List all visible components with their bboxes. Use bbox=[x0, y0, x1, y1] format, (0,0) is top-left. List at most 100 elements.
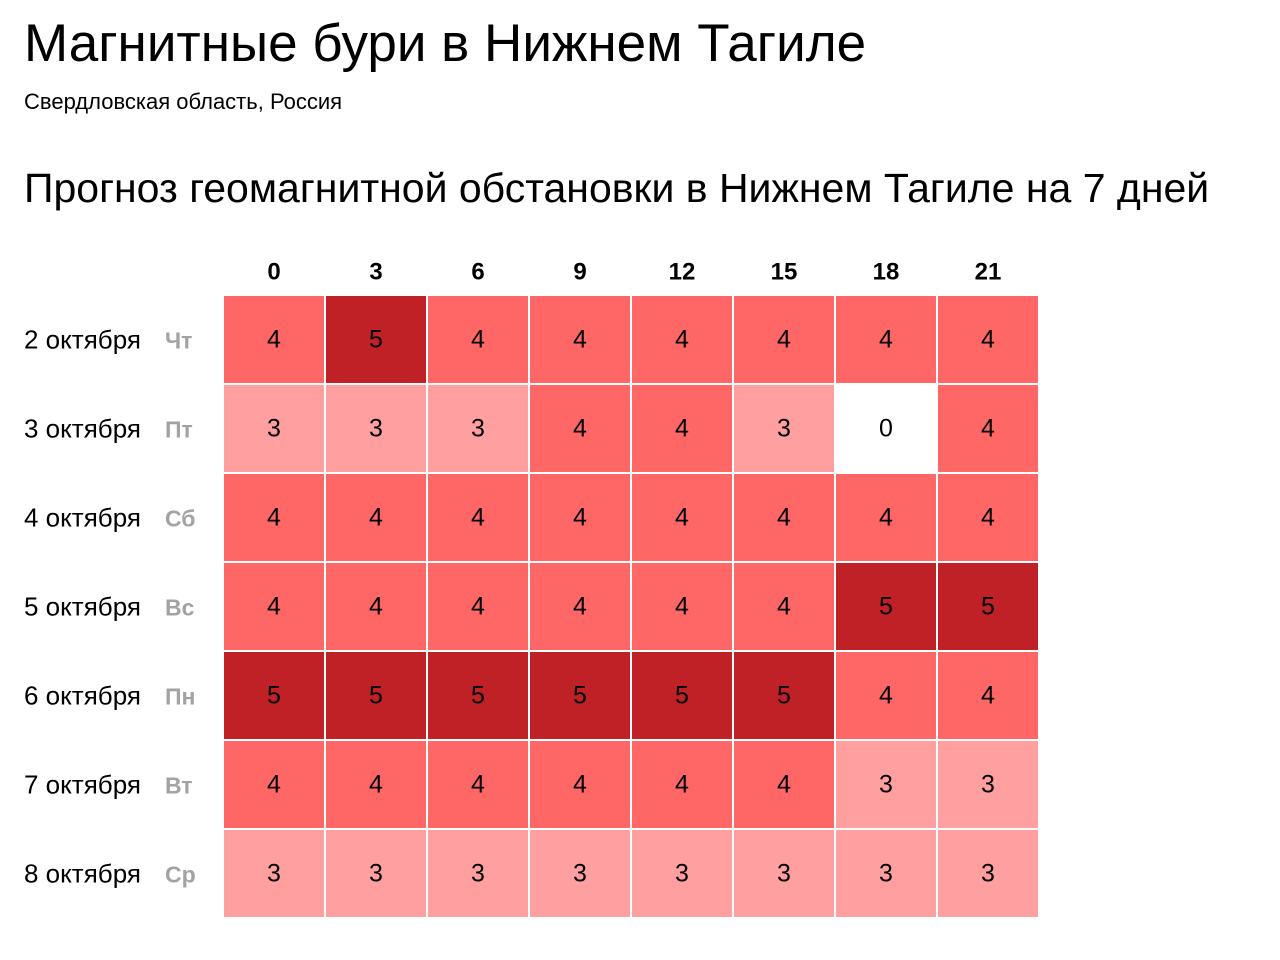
hour-header: 3 bbox=[369, 259, 382, 286]
cell-value-label: 4 bbox=[267, 771, 281, 799]
row-weekday-label: Сб bbox=[165, 506, 196, 532]
row-weekday-label: Чт bbox=[165, 328, 192, 354]
heatmap-cell bbox=[528, 828, 632, 919]
hour-header: 6 bbox=[471, 259, 484, 286]
row-date-label: 7 октября bbox=[24, 770, 141, 800]
cell-value-label: 4 bbox=[471, 771, 485, 799]
cell-value-label: 4 bbox=[471, 593, 485, 621]
cell-value-label: 4 bbox=[369, 504, 383, 532]
heatmap-cell bbox=[528, 561, 632, 652]
cell-value-label: 3 bbox=[981, 860, 995, 888]
cell-value-label: 3 bbox=[471, 860, 485, 888]
cell-value-label: 4 bbox=[675, 326, 689, 354]
heatmap-cell bbox=[426, 383, 530, 474]
page-subtitle: Свердловская область, Россия bbox=[24, 89, 343, 114]
row-date-label: 4 октября bbox=[24, 503, 141, 533]
hour-header: 12 bbox=[669, 259, 696, 286]
page-title: Магнитные бури в Нижнем Тагиле bbox=[24, 14, 867, 73]
cell-value-label: 5 bbox=[369, 326, 383, 354]
heatmap-cell bbox=[732, 561, 836, 652]
cell-value-label: 3 bbox=[573, 860, 587, 888]
row-weekday-label: Пн bbox=[165, 684, 195, 710]
heatmap-cell bbox=[936, 561, 1040, 652]
cell-value-label: 4 bbox=[675, 593, 689, 621]
heatmap-cell bbox=[222, 472, 326, 563]
cell-value-label: 4 bbox=[981, 326, 995, 354]
cell-value-label: 4 bbox=[573, 771, 587, 799]
row-weekday-label: Пт bbox=[165, 417, 193, 443]
heatmap-cell bbox=[732, 472, 836, 563]
hour-header: 15 bbox=[771, 259, 798, 286]
cell-value-label: 5 bbox=[471, 682, 485, 710]
cell-value-label: 4 bbox=[267, 326, 281, 354]
cell-value-label: 4 bbox=[573, 415, 587, 443]
heatmap-cell bbox=[630, 383, 734, 474]
cell-value-label: 4 bbox=[471, 326, 485, 354]
heatmap-cell bbox=[630, 828, 734, 919]
cell-value-label: 3 bbox=[471, 415, 485, 443]
cell-value-label: 4 bbox=[675, 504, 689, 532]
cell-value-label: 5 bbox=[981, 593, 995, 621]
heatmap-cell bbox=[630, 739, 734, 830]
heatmap-cell bbox=[936, 472, 1040, 563]
cell-value-label: 3 bbox=[777, 860, 791, 888]
row-weekday-label: Вс bbox=[165, 595, 195, 621]
cell-value-label: 5 bbox=[267, 682, 281, 710]
cell-value-label: 4 bbox=[777, 593, 791, 621]
cell-value-label: 3 bbox=[267, 415, 281, 443]
row-date-label: 3 октября bbox=[24, 414, 141, 444]
cell-value-label: 4 bbox=[981, 682, 995, 710]
heatmap-cell bbox=[324, 472, 428, 563]
row-weekday-label: Вт bbox=[165, 773, 193, 799]
cell-value-label: 4 bbox=[267, 593, 281, 621]
cell-value-label: 3 bbox=[369, 415, 383, 443]
cell-value-label: 4 bbox=[879, 504, 893, 532]
cell-value-label: 4 bbox=[777, 771, 791, 799]
cell-value-label: 5 bbox=[573, 682, 587, 710]
cell-value-label: 4 bbox=[267, 504, 281, 532]
heatmap-cell bbox=[630, 472, 734, 563]
cell-value-label: 3 bbox=[369, 860, 383, 888]
heatmap-cell bbox=[732, 294, 836, 385]
heatmap-cell bbox=[222, 383, 326, 474]
cell-value-label: 3 bbox=[879, 860, 893, 888]
heatmap-cell bbox=[732, 739, 836, 830]
cell-value-label: 4 bbox=[981, 504, 995, 532]
hour-header: 0 bbox=[267, 259, 280, 286]
cell-value-label: 4 bbox=[573, 326, 587, 354]
heatmap-cell bbox=[834, 383, 938, 474]
heatmap-cell bbox=[528, 650, 632, 741]
cell-value-label: 4 bbox=[981, 415, 995, 443]
heatmap-cell bbox=[222, 561, 326, 652]
cell-value-label: 4 bbox=[369, 771, 383, 799]
cell-value-label: 4 bbox=[675, 771, 689, 799]
cell-value-label: 3 bbox=[981, 771, 995, 799]
row-date-label: 6 октября bbox=[24, 681, 141, 711]
cell-value-label: 4 bbox=[369, 593, 383, 621]
heatmap-cell bbox=[426, 472, 530, 563]
cell-value-label: 5 bbox=[777, 682, 791, 710]
cell-value-label: 4 bbox=[675, 415, 689, 443]
hour-header: 21 bbox=[975, 259, 1002, 286]
forecast-title: Прогноз геомагнитной обстановки в Нижнем… bbox=[24, 165, 1210, 211]
cell-value-label: 0 bbox=[879, 415, 893, 443]
row-date-label: 5 октября bbox=[24, 592, 141, 622]
row-date-label: 8 октября bbox=[24, 859, 141, 889]
heatmap-cell bbox=[324, 828, 428, 919]
cell-value-label: 3 bbox=[777, 415, 791, 443]
cell-value-label: 5 bbox=[879, 593, 893, 621]
cell-value-label: 5 bbox=[675, 682, 689, 710]
heatmap-cell bbox=[834, 294, 938, 385]
cell-value-label: 3 bbox=[675, 860, 689, 888]
cell-value-label: 4 bbox=[879, 682, 893, 710]
heatmap-cell bbox=[426, 828, 530, 919]
heatmap-cell bbox=[222, 650, 326, 741]
cell-value-label: 4 bbox=[879, 326, 893, 354]
row-date-label: 2 октября bbox=[24, 325, 141, 355]
row-weekday-label: Ср bbox=[165, 862, 196, 888]
hour-header: 9 bbox=[573, 259, 586, 286]
heatmap-cell bbox=[936, 383, 1040, 474]
cell-value-label: 4 bbox=[777, 504, 791, 532]
cell-value-label: 5 bbox=[369, 682, 383, 710]
